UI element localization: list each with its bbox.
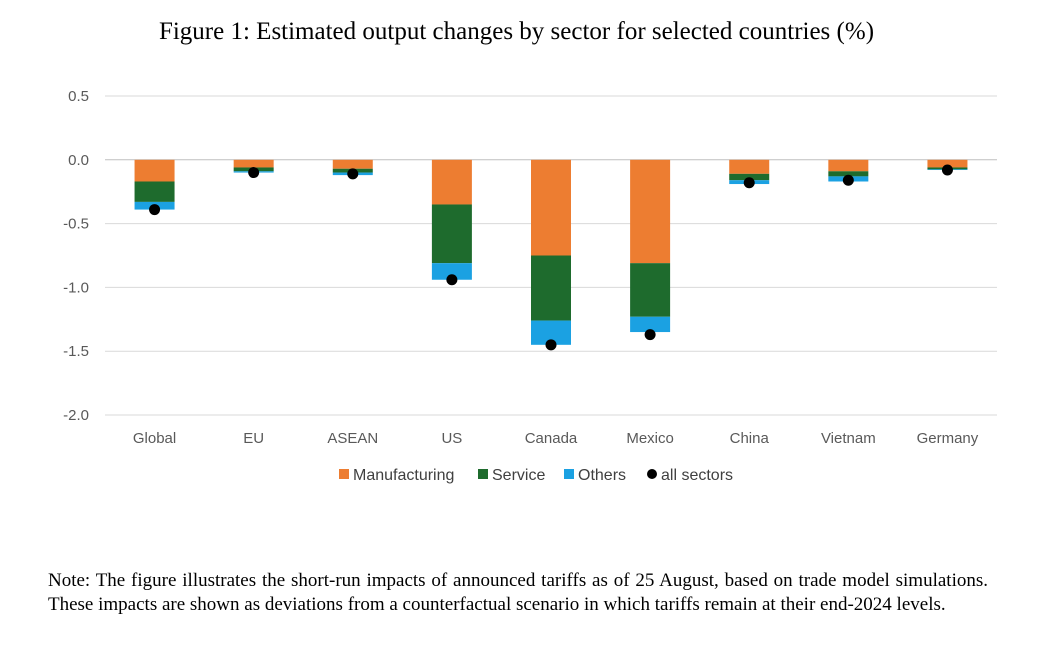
legend-label-manufacturing: Manufacturing xyxy=(353,467,454,484)
bar-manufacturing-china xyxy=(729,159,770,174)
marker-all-sectors-canada xyxy=(545,339,557,351)
sector-output-chart: 0.5 0.0 -0.5 -1.0 -1.5 -2.0 Global EU ASEAN US Ca… xyxy=(63,88,997,484)
bar-service-canada xyxy=(531,255,571,321)
y-tick-label: -1.0 xyxy=(63,279,89,296)
y-tick-label: -2.0 xyxy=(63,407,89,424)
bar-manufacturing-us xyxy=(431,159,472,205)
marker-all-sectors-vietnam xyxy=(842,174,854,186)
figure-title: Figure 1: Estimated output changes by se… xyxy=(158,18,875,45)
x-tick-label: Vietnam xyxy=(821,430,876,447)
x-tick-label: ASEAN xyxy=(327,430,378,447)
x-tick-label: Canada xyxy=(525,430,578,447)
marker-all-sectors-global xyxy=(149,204,161,216)
x-tick-label: Global xyxy=(133,430,176,447)
x-tick-label: China xyxy=(730,430,770,447)
marker-all-sectors-asean xyxy=(347,168,359,180)
marker-all-sectors-us xyxy=(446,274,458,286)
x-tick-label: US xyxy=(441,430,462,447)
y-axis-tick-labels: 0.5 0.0 -0.5 -1.0 -1.5 -2.0 xyxy=(63,88,89,424)
y-tick-label: 0.0 xyxy=(68,152,89,169)
bar-service-china xyxy=(729,173,770,181)
bar-manufacturing-asean xyxy=(332,159,373,169)
marker-all-sectors-eu xyxy=(248,167,260,179)
bar-manufacturing-global xyxy=(134,159,175,182)
y-tick-label: -1.5 xyxy=(63,343,89,360)
marker-all-sectors-china xyxy=(743,177,755,189)
bar-others-mexico xyxy=(630,316,671,333)
x-axis-category-labels: Global EU ASEAN US Canada Mexico China Vietnam G… xyxy=(133,430,979,447)
legend-label-others: Others xyxy=(578,467,626,484)
legend-label-service: Service xyxy=(492,467,545,484)
marker-all-sectors-mexico xyxy=(644,329,656,341)
bar-manufacturing-eu xyxy=(233,159,274,168)
bar-others-us xyxy=(431,263,472,280)
legend-swatch-service xyxy=(478,469,488,479)
bar-service-global xyxy=(134,181,175,202)
figure-note: Note: The figure illustrates the short-r… xyxy=(48,570,988,615)
bar-manufacturing-germany xyxy=(927,159,968,168)
y-tick-label: 0.5 xyxy=(68,88,89,105)
stacked-bars xyxy=(134,159,968,345)
legend-label-all-sectors: all sectors xyxy=(661,467,733,484)
x-tick-label: Mexico xyxy=(626,430,674,447)
bar-manufacturing-vietnam xyxy=(828,159,869,172)
bar-service-vietnam xyxy=(828,171,869,177)
bar-service-us xyxy=(431,204,472,264)
legend: Manufacturing Service Others all sectors xyxy=(339,467,733,484)
bar-manufacturing-mexico xyxy=(630,159,671,264)
all-sectors-markers xyxy=(149,164,953,351)
legend-swatch-all-sectors xyxy=(647,469,657,479)
x-tick-label: EU xyxy=(243,430,264,447)
bar-service-mexico xyxy=(630,263,671,317)
bar-manufacturing-canada xyxy=(531,159,571,256)
x-tick-label: Germany xyxy=(917,430,979,447)
legend-swatch-others xyxy=(564,469,574,479)
marker-all-sectors-germany xyxy=(941,164,953,176)
legend-swatch-manufacturing xyxy=(339,469,349,479)
y-tick-label: -0.5 xyxy=(63,216,89,233)
